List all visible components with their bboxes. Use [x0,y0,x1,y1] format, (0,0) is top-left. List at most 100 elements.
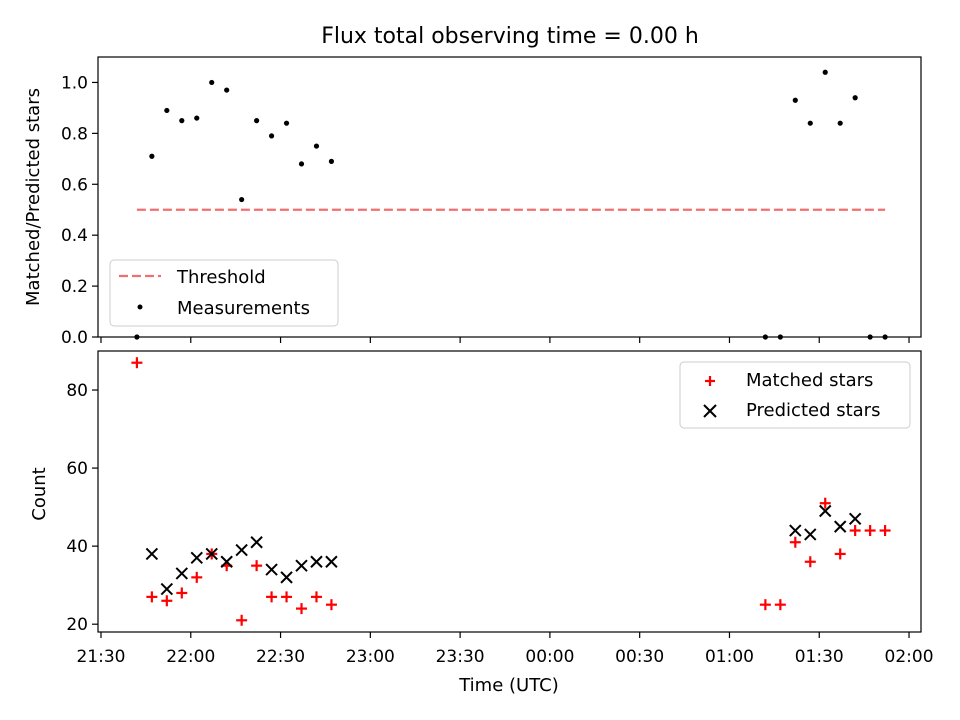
matched-legend-swatch [705,376,715,386]
bottom-y-ticks: 20 40 60 80 [66,381,98,635]
matched-star-point [281,591,293,603]
x-tick-label: 00:00 [525,647,574,667]
measurement-point [179,118,185,124]
top-y-tick-label: 1.0 [61,73,88,93]
x-tick-label: 01:30 [795,647,844,667]
predicted-star-point [804,528,817,541]
matched-star-point [879,525,891,537]
x-tick-label: 23:30 [436,647,485,667]
matched-star-point [819,497,831,509]
predicted-legend-label: Predicted stars [746,400,880,421]
measurement-point [852,95,858,101]
measurements-legend-swatch [137,304,143,310]
x-tick-label: 00:30 [615,647,664,667]
matched-star-point [325,599,337,611]
x-tick-label: 22:00 [166,647,215,667]
bottom-y-tick-label: 40 [66,537,88,557]
matched-star-point [789,536,801,548]
measurement-point [268,133,275,139]
x-tick-label: 02:00 [885,647,934,667]
predicted-star-point [325,555,338,568]
top-legend: Threshold Measurements [109,259,339,327]
matched-star-point [804,556,816,568]
measurements-legend-label: Measurements [177,298,310,319]
matched-star-point [864,525,876,537]
bottom-y-axis-label: Count [29,467,50,520]
measurement-point [254,118,260,124]
measurement-point [209,79,215,86]
predicted-star-point [833,520,847,533]
measurement-point [164,107,170,114]
predicted-star-point [220,555,233,568]
top-y-tick-label: 0.2 [61,277,88,297]
x-axis-label: Time (UTC) [458,675,559,696]
top-y-tick-label: 0.8 [61,124,88,144]
predicted-star-point [819,504,832,518]
top-y-ticks: 0.0 0.2 0.4 0.6 0.8 1.0 [61,73,98,348]
predicted-star-point [175,567,189,580]
measurement-point [298,161,305,167]
measurement-point [792,97,798,103]
predicted-legend-swatch [703,404,717,418]
top-y-tick-label: 0.4 [61,226,88,246]
predicted-star-point [265,563,278,576]
x-tick-label: 21:30 [76,647,125,667]
threshold-legend-label: Threshold [176,267,266,288]
top-y-tick-label: 0.6 [61,175,88,195]
measurement-point [328,158,335,164]
measurement-point [149,153,155,159]
x-tick-label: 01:00 [705,647,754,667]
matched-star-point [161,595,173,607]
bottom-plot-area [131,357,891,626]
top-axes-frame [97,56,922,338]
predicted-star-point [205,547,218,561]
matched-star-point [176,587,188,599]
bottom-y-tick-label: 60 [66,459,88,479]
predicted-star-point [160,582,174,596]
bottom-axes-frame [97,350,922,633]
matched-star-point [849,525,861,537]
measurement-point [283,120,290,126]
matched-legend-label: Matched stars [746,370,873,391]
matched-star-point [296,603,308,615]
top-y-axis-label: Matched/Predicted stars [23,88,44,306]
top-x-ticks [100,337,910,343]
bottom-legend: Matched stars Predicted stars [679,361,911,429]
measurement-point [822,69,828,75]
predicted-star-point [280,571,293,584]
matched-star-point [191,571,203,583]
top-plot-area [134,69,888,340]
predicted-star-point [250,536,263,549]
measurement-point [194,115,200,121]
measurement-point [224,87,230,93]
matched-star-point [774,599,786,611]
bottom-x-ticks: 21:30 22:00 22:30 23:00 23:30 00:00 00:30 01:00… [76,632,934,667]
matched-star-point [131,357,143,369]
measurement-point [837,120,843,126]
matched-star-point [834,548,846,560]
chart-title: Flux total observing time = 0.00 h [321,24,699,49]
predicted-star-point [789,524,802,537]
matched-star-point [759,599,771,611]
matched-star-point [236,614,248,626]
measurement-point [239,196,245,203]
bottom-panel: 20 40 60 80 21:30 22:00 22:30 23:00 23:30 00:00 0… [29,350,934,696]
predicted-star-point [848,512,862,526]
bottom-y-tick-label: 80 [66,381,88,401]
bottom-y-tick-label: 20 [66,615,88,635]
predicted-star-point [235,543,248,557]
predicted-star-point [295,559,308,572]
predicted-star-point [145,547,159,561]
matched-star-point [310,591,322,603]
x-tick-label: 22:30 [256,647,305,667]
measurement-point [313,143,320,149]
x-tick-label: 23:00 [346,647,395,667]
predicted-star-point [190,551,203,565]
measurement-point [807,120,813,126]
predicted-star-point [310,555,323,568]
matched-star-point [251,560,263,572]
top-panel: 0.0 0.2 0.4 0.6 0.8 1.0 Matched/Predicted sta… [23,56,922,348]
top-y-tick-label: 0.0 [61,328,88,348]
matched-star-point [146,591,158,603]
